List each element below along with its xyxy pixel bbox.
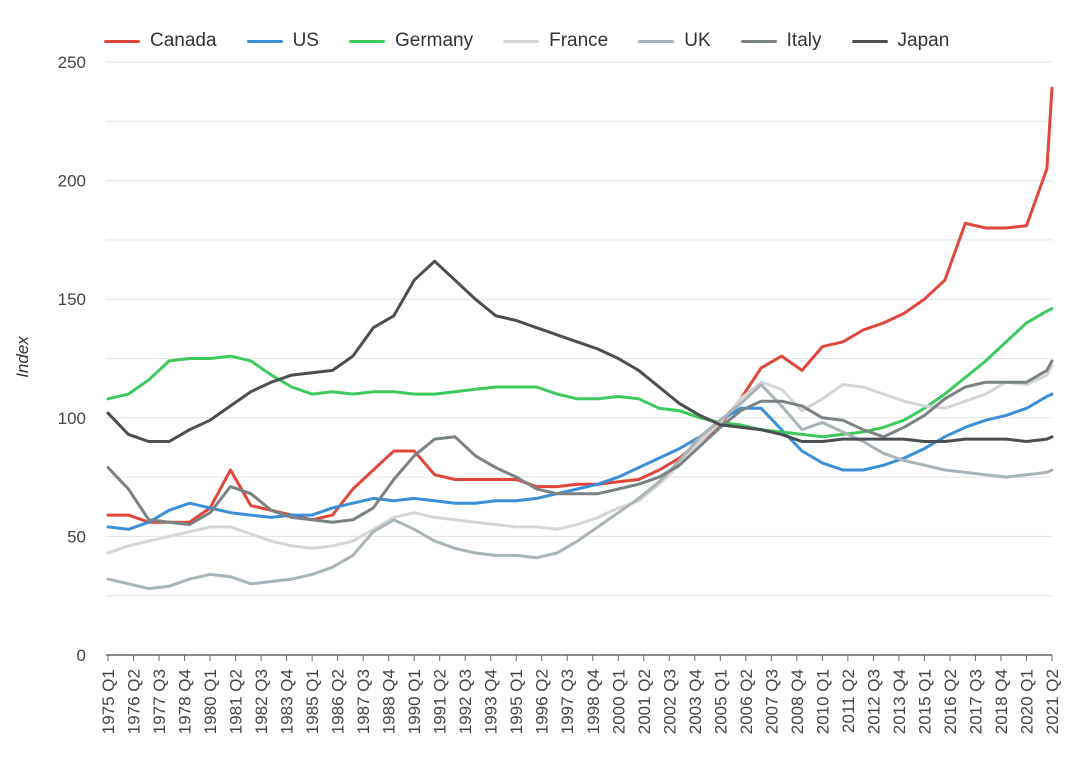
x-tick-label: 1977 Q3 — [150, 669, 169, 734]
x-tick-label: 2008 Q4 — [788, 669, 807, 734]
y-axis-label: Index — [13, 336, 32, 378]
x-tick-label: 1991 Q2 — [431, 669, 450, 734]
x-tick-label: 1992 Q3 — [456, 669, 475, 734]
series-line-germany — [106, 307, 1054, 439]
y-tick-label: 0 — [77, 646, 86, 665]
x-axis-ticks: 1975 Q1 1976 Q2 1977 Q3 1978 Q4 1980 Q1 1981 … — [99, 655, 1062, 734]
legend-swatch — [638, 39, 675, 43]
x-tick-label: 2013 Q4 — [890, 669, 909, 734]
x-tick-label: 2001 Q2 — [635, 669, 654, 734]
x-tick-label: 2015 Q1 — [915, 669, 934, 734]
x-tick-label: 1982 Q3 — [252, 669, 271, 734]
x-tick-label: 1976 Q2 — [125, 669, 144, 734]
legend-label: Japan — [897, 30, 950, 51]
x-tick-label: 1975 Q1 — [99, 669, 118, 734]
y-tick-label: 250 — [58, 53, 86, 72]
x-tick-label: 2016 Q2 — [941, 669, 960, 734]
legend-item-us: US — [246, 30, 319, 52]
legend-swatch — [104, 39, 140, 43]
legend-label: Germany — [394, 30, 474, 51]
x-tick-label: 1978 Q4 — [176, 669, 195, 734]
y-tick-label: 150 — [58, 290, 86, 309]
x-tick-label: 1987 Q3 — [354, 669, 373, 734]
legend: Canada US Germany France UK Italy Japan — [104, 30, 979, 52]
legend-label: Italy — [786, 30, 822, 51]
legend-item-germany: Germany — [348, 30, 474, 52]
x-tick-label: 1997 Q3 — [558, 669, 577, 734]
x-tick-label: 2000 Q1 — [609, 669, 628, 734]
legend-label: France — [549, 30, 609, 51]
legend-label: UK — [684, 30, 711, 51]
x-tick-label: 1996 Q2 — [533, 669, 552, 734]
series-line-us — [106, 392, 1054, 531]
y-tick-label: 50 — [67, 527, 86, 546]
x-tick-label: 1993 Q4 — [482, 669, 501, 734]
x-tick-label: 2012 Q3 — [864, 669, 883, 734]
x-tick-label: 1998 Q4 — [584, 669, 603, 734]
series-line-uk — [106, 383, 1054, 591]
x-tick-label: 2006 Q2 — [737, 669, 756, 734]
x-tick-label: 1990 Q1 — [405, 669, 424, 734]
x-tick-label: 2010 Q1 — [813, 669, 832, 734]
legend-swatch — [851, 39, 888, 43]
legend-item-france: France — [503, 30, 608, 52]
legend-swatch — [740, 39, 777, 43]
y-axis-ticks: 0 50 100 150 200 250 — [58, 53, 86, 665]
legend-item-uk: UK — [638, 30, 711, 52]
series-line-japan — [106, 259, 1054, 443]
legend-label: Canada — [150, 30, 217, 51]
x-tick-label: 2002 Q3 — [660, 669, 679, 734]
x-tick-label: 1986 Q2 — [329, 669, 348, 734]
x-tick-label: 1995 Q1 — [507, 669, 526, 734]
x-tick-label: 1988 Q4 — [380, 669, 399, 734]
legend-label: US — [292, 30, 319, 51]
series-lines — [106, 86, 1054, 591]
series-line-france — [106, 364, 1054, 555]
x-tick-label: 1980 Q1 — [201, 669, 220, 734]
x-tick-label: 2011 Q2 — [839, 669, 858, 733]
legend-swatch — [503, 39, 540, 43]
x-tick-label: 1981 Q2 — [227, 669, 246, 734]
legend-item-japan: Japan — [851, 30, 950, 52]
series-line-italy — [106, 359, 1054, 526]
legend-swatch — [348, 39, 385, 43]
legend-item-italy: Italy — [740, 30, 822, 52]
y-tick-label: 200 — [58, 172, 86, 191]
x-tick-label: 2007 Q3 — [762, 669, 781, 734]
x-tick-label: 1985 Q1 — [303, 669, 322, 734]
legend-item-canada: Canada — [104, 30, 217, 52]
series-line-canada — [106, 86, 1054, 524]
x-tick-label: 2018 Q4 — [992, 669, 1011, 734]
x-tick-label: 1983 Q4 — [278, 669, 297, 734]
x-tick-label: 2003 Q4 — [686, 669, 705, 734]
x-tick-label: 2005 Q1 — [711, 669, 730, 734]
x-tick-label: 2021 Q2 — [1043, 669, 1062, 734]
legend-swatch — [246, 39, 283, 43]
x-tick-label: 2020 Q1 — [1017, 669, 1036, 734]
y-tick-label: 100 — [58, 409, 86, 428]
gridlines — [106, 61, 1052, 656]
x-tick-label: 2017 Q3 — [966, 669, 985, 734]
